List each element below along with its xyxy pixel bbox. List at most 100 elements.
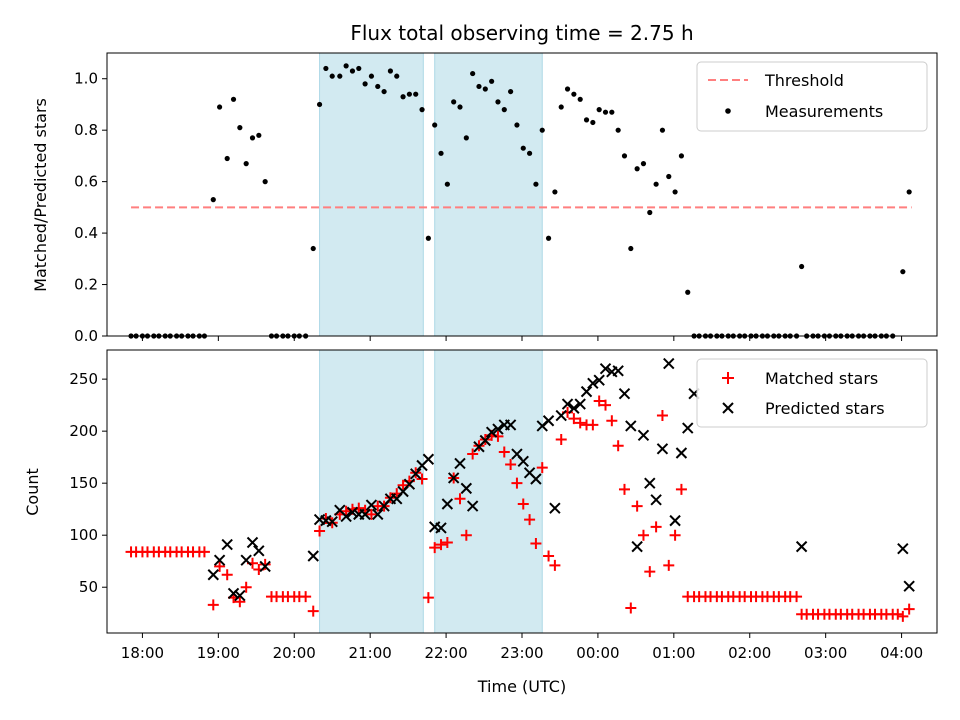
measurements-point <box>349 68 356 74</box>
top-y-tick-label: 0.8 <box>74 121 98 139</box>
bottom-x-tick-label: 21:00 <box>349 644 392 662</box>
bottom-y-tick-label: 200 <box>69 422 98 440</box>
predicted-stars-point <box>454 457 466 470</box>
matched-stars-point <box>631 500 643 512</box>
measurements-point <box>495 99 501 105</box>
predicted-stars-point <box>669 514 681 527</box>
measurements-point <box>552 189 558 195</box>
matched-stars-point <box>663 559 675 571</box>
bottom-shaded-interval-2 <box>434 349 543 634</box>
measurements-point <box>343 63 349 69</box>
predicted-stars-point <box>504 419 517 431</box>
measurements-point <box>230 96 237 102</box>
matched-stars-point <box>314 525 326 537</box>
measurements-point <box>362 81 368 87</box>
matched-stars-point <box>511 477 523 489</box>
predicted-stars-point <box>574 398 586 410</box>
predicted-stars-point <box>234 589 246 602</box>
measurements-point <box>514 122 520 128</box>
legend-threshold-label: Threshold <box>764 71 844 90</box>
bottom-y-ticks: 50 100 150 200 250 <box>69 370 107 596</box>
matched-stars-point <box>207 599 219 611</box>
predicted-stars-point <box>447 472 460 484</box>
bottom-x-tick-label: 18:00 <box>121 644 164 662</box>
measurements-point <box>470 70 476 77</box>
predicted-stars-point <box>599 363 612 375</box>
top-y-axis-label: Matched/Predicted stars <box>31 98 50 292</box>
measurements-point <box>609 109 615 115</box>
matched-stars-point <box>625 602 637 614</box>
matched-stars-point <box>429 542 441 554</box>
measurements-point <box>425 235 431 241</box>
measurements-point <box>900 269 906 275</box>
measurements-point <box>419 107 425 113</box>
predicted-stars-point <box>207 569 219 581</box>
matched-stars-point <box>340 505 352 517</box>
predicted-stars-point <box>897 543 909 555</box>
legend-measurements-swatch <box>725 108 731 114</box>
bottom-x-tick-label: 02:00 <box>728 644 771 662</box>
predicted-stars-point <box>326 515 338 528</box>
measurements-point <box>621 153 628 159</box>
predicted-stars-point <box>365 499 378 511</box>
matched-stars-point <box>587 419 599 431</box>
matched-stars-point <box>675 483 687 495</box>
measurements-point <box>602 109 609 115</box>
measurements-point <box>463 135 469 141</box>
measurements-point <box>533 181 539 187</box>
predicted-stars-point <box>568 402 580 414</box>
matched-stars-point <box>656 410 668 422</box>
top-y-tick-label: 0.0 <box>74 327 98 345</box>
predicted-stars-point <box>903 580 915 592</box>
matched-stars-point <box>606 415 618 427</box>
matched-stars-point <box>259 558 271 570</box>
measurements-point <box>310 245 316 252</box>
measurements-point <box>672 189 678 195</box>
bottom-shaded-interval-1 <box>319 349 424 634</box>
bottom-x-tick-label: 03:00 <box>804 644 847 662</box>
measurements-point <box>387 68 394 74</box>
matched-stars-point <box>892 608 904 620</box>
bottom-y-tick-label: 50 <box>79 578 98 596</box>
predicted-stars-point <box>403 478 416 490</box>
predicted-stars-point <box>580 385 593 398</box>
predicted-stars-point <box>637 429 650 442</box>
bottom-x-ticks: 18:00 19:00 20:00 21:00 22:00 23:00 00:00 01:00… <box>121 633 923 662</box>
measurements-point <box>451 99 457 105</box>
matched-stars-point <box>517 498 529 510</box>
bottom-y-tick-label: 150 <box>69 474 98 492</box>
measurements-point <box>256 132 262 138</box>
predicted-stars-point <box>246 536 259 549</box>
measurements-point <box>564 86 571 92</box>
bottom-shaded-intervals <box>319 349 543 634</box>
matched-stars-point <box>903 603 915 615</box>
measurements-point <box>406 91 412 97</box>
matched-stars-point <box>505 458 517 470</box>
measurements-point <box>906 189 912 195</box>
top-y-tick-label: 0.4 <box>74 224 98 242</box>
measurements-point <box>647 209 653 216</box>
measurements-point <box>210 197 216 203</box>
matched-stars-point <box>198 546 210 558</box>
measurements-point <box>596 107 602 113</box>
measurements-point <box>368 73 375 79</box>
predicted-stars-point <box>346 506 359 519</box>
matched-stars-point <box>214 560 226 572</box>
measurements-point <box>476 83 482 90</box>
predicted-stars-point <box>340 510 352 523</box>
bottom-legend: Matched stars Predicted stars <box>696 358 928 428</box>
measurements-point <box>444 181 450 187</box>
measurements-point <box>457 104 463 110</box>
matched-stars-point <box>422 592 434 604</box>
matched-stars-point <box>650 521 662 533</box>
matched-stars-point <box>644 566 656 578</box>
measurements-point <box>438 150 444 156</box>
matched-stars-point <box>618 483 630 495</box>
predicted-stars-point <box>795 540 808 553</box>
predicted-stars-point <box>466 500 479 512</box>
matched-stars-points <box>125 395 915 622</box>
predicted-stars-point <box>441 498 454 510</box>
bottom-x-tick-label: 20:00 <box>273 644 316 662</box>
matched-stars-point <box>416 473 428 485</box>
